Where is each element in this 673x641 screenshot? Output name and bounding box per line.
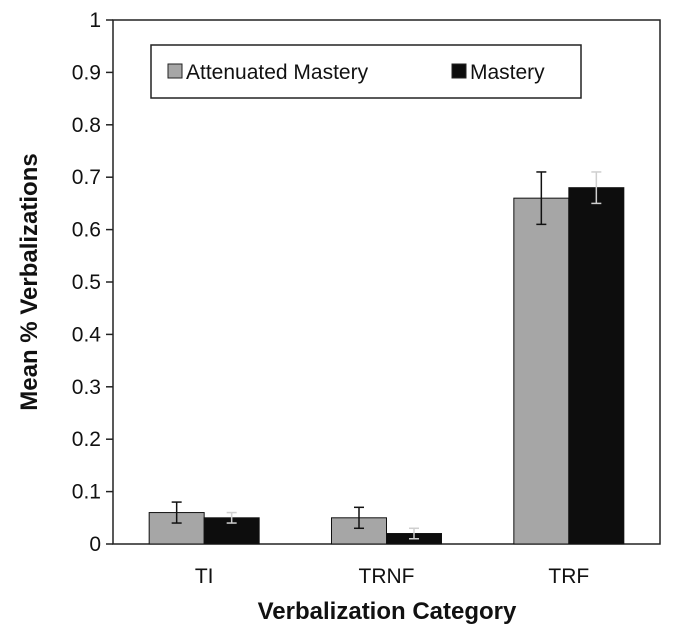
- legend-box: [150, 44, 582, 99]
- y-tick-label: 0.8: [72, 114, 101, 137]
- x-axis-title: Verbalization Category: [258, 598, 517, 625]
- y-tick-label: 0: [89, 533, 101, 556]
- legend: Attenuated Mastery Mastery: [150, 44, 582, 99]
- bar-attenuated-mastery-trf: [513, 197, 570, 545]
- legend-swatch-mastery: [451, 63, 467, 79]
- y-tick-label: 0.2: [72, 428, 101, 451]
- y-tick-label: 0.1: [72, 481, 101, 504]
- x-tick-label: TI: [195, 565, 214, 588]
- y-axis-title: Mean % Verbalizations: [16, 153, 43, 410]
- bar-mastery-trf: [568, 187, 625, 545]
- bars: [148, 171, 625, 545]
- y-tick-label: 0.5: [72, 271, 101, 294]
- x-axis: TI TRNF TRF: [195, 565, 589, 588]
- x-tick-label: TRF: [548, 565, 589, 588]
- y-tick-label: 0.4: [72, 323, 102, 346]
- x-tick-label: TRNF: [359, 565, 415, 588]
- legend-swatch-attenuated-mastery: [167, 63, 183, 79]
- y-tick-label: 0.7: [72, 166, 101, 189]
- y-tick-label: 0.3: [72, 376, 101, 399]
- legend-label-attenuated-mastery: Attenuated Mastery: [186, 61, 369, 84]
- y-axis: 0 0.1 0.2 0.3 0.4 0.5 0.6 0.7 0.8 0.9 1: [72, 9, 113, 556]
- y-tick-label: 0.9: [72, 61, 101, 84]
- legend-label-mastery: Mastery: [470, 61, 545, 84]
- y-tick-label: 1: [89, 9, 101, 32]
- y-tick-label: 0.6: [72, 219, 101, 242]
